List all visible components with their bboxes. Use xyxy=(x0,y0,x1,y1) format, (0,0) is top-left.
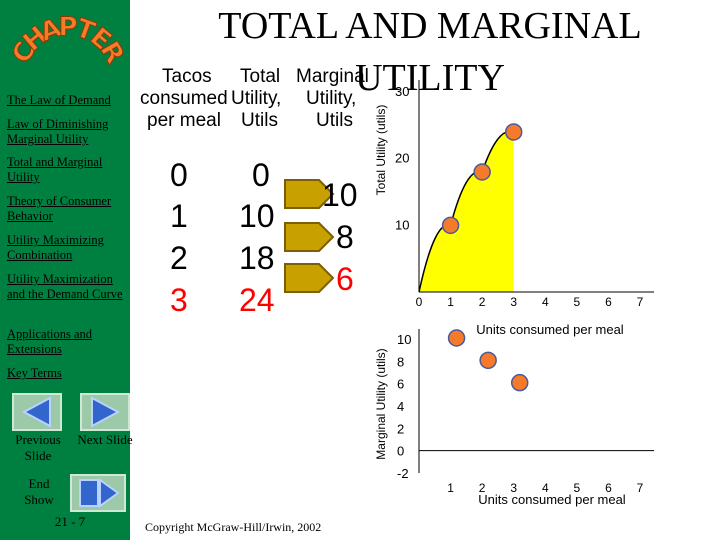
nav-link-consumer-behavior[interactable]: Theory of Consumer Behavior xyxy=(7,194,112,223)
next-slide-label: Next Slide xyxy=(77,432,133,447)
header-total-line2: Utility, xyxy=(231,88,282,109)
mu-y-tick-label: 6 xyxy=(397,377,404,392)
x-tick-label: 3 xyxy=(510,295,517,309)
tacos-cell: 3 xyxy=(170,282,188,318)
mu-y-axis-label: Marginal Utility (utils) xyxy=(374,348,388,459)
x-tick-label: 6 xyxy=(605,295,612,309)
mu-data-point xyxy=(479,351,497,370)
header-marginal-line3: Utils xyxy=(316,110,353,131)
left-arrow-icon xyxy=(21,396,51,428)
marginal-utility-cell: 6 xyxy=(336,261,354,297)
data-point xyxy=(473,163,491,181)
header-total-line3: Utils xyxy=(241,110,278,131)
x-tick-label: 4 xyxy=(542,295,549,309)
header-tacos-line3: per meal xyxy=(147,110,221,131)
header-tacos-line2: consumed xyxy=(140,88,228,109)
mu-data-point xyxy=(447,329,466,347)
x-tick-label: 0 xyxy=(416,295,423,309)
copyright-text: Copyright McGraw-Hill/Irwin, 2002 xyxy=(145,520,322,534)
y-tick-label: 10 xyxy=(395,217,409,232)
mu-y-tick-label: -2 xyxy=(397,466,409,481)
y-axis-label: Total Utility (utils) xyxy=(374,105,388,196)
previous-slide-label: Previous Slide xyxy=(15,432,61,463)
nav-link-diminishing-marginal-utility[interactable]: Law of Diminishing Marginal Utility xyxy=(7,117,109,146)
mu-y-tick-label: 4 xyxy=(397,399,404,414)
total-utility-line xyxy=(418,130,514,293)
slide-number: 21 - 7 xyxy=(54,514,86,529)
mu-y-tick-label: 0 xyxy=(397,444,404,459)
arrow-icon xyxy=(284,179,335,209)
mu-x-tick-label: 5 xyxy=(574,481,581,495)
page-title: TOTAL AND MARGINAL UTILITY xyxy=(218,5,642,99)
data-point xyxy=(441,216,460,235)
tacos-cell: 0 xyxy=(170,157,188,193)
x-tick-label: 1 xyxy=(447,295,454,309)
previous-slide-button[interactable] xyxy=(12,393,62,431)
marginal-utility-cell: 10 xyxy=(322,177,358,213)
mu-x-tick-label: 1 xyxy=(447,481,454,495)
mu-y-tick-label: 10 xyxy=(397,332,411,347)
x-tick-label: 5 xyxy=(574,295,581,309)
mu-data-point xyxy=(510,373,529,392)
mu-x-tick-label: 2 xyxy=(479,481,486,495)
x-tick-label: 7 xyxy=(637,295,644,309)
stop-icon xyxy=(79,479,99,507)
total-utility-cell: 24 xyxy=(239,282,275,318)
total-utility-cell: 0 xyxy=(252,157,270,193)
mu-y-tick-label: 8 xyxy=(397,354,404,369)
mu-y-tick-label: 2 xyxy=(397,421,404,436)
total-utility-cell: 10 xyxy=(239,198,275,234)
total-utility-area xyxy=(419,131,514,292)
nav-link-total-marginal-utility[interactable]: Total and Marginal Utility xyxy=(7,155,103,184)
data-point xyxy=(504,123,523,141)
end-show-label: End Show xyxy=(24,476,54,507)
mu-x-tick-label: 4 xyxy=(542,481,549,495)
nav-link-demand-curve[interactable]: Utility Maximization and the Demand Curv… xyxy=(7,272,123,301)
logo-letter: P xyxy=(58,13,77,43)
next-slide-button[interactable] xyxy=(80,393,130,431)
mu-x-tick-label: 6 xyxy=(605,481,612,495)
header-marginal-line2: Utility, xyxy=(306,88,357,109)
nav-link-utility-maximizing[interactable]: Utility Maximizing Combination xyxy=(7,233,104,262)
marginal-utility-cell: 8 xyxy=(336,219,354,255)
tacos-cell: 1 xyxy=(170,198,188,234)
arrow-icon xyxy=(284,222,335,252)
nav-link-applications[interactable]: Applications and Extensions xyxy=(7,327,93,356)
tacos-cell: 2 xyxy=(170,240,188,276)
arrow-icon xyxy=(284,263,335,293)
mu-x-tick-label: 3 xyxy=(510,481,517,495)
right-arrow-icon xyxy=(91,396,121,428)
header-marginal-line1: Marginal xyxy=(296,66,369,87)
x-tick-label: 2 xyxy=(479,295,486,309)
nav-link-law-of-demand[interactable]: The Law of Demand xyxy=(7,93,111,107)
header-tacos-line1: Tacos xyxy=(162,66,212,87)
y-tick-label: 20 xyxy=(395,151,409,166)
end-show-button[interactable] xyxy=(70,474,126,512)
mu-x-axis-label: Units consumed per meal xyxy=(478,492,626,507)
mu-x-tick-label: 7 xyxy=(637,481,644,495)
x-axis-label: Units consumed per meal xyxy=(476,322,624,337)
y-tick-label: 30 xyxy=(395,84,409,99)
total-utility-cell: 18 xyxy=(239,240,275,276)
header-total-line1: Total xyxy=(240,66,281,87)
nav-link-key-terms[interactable]: Key Terms xyxy=(7,366,62,380)
